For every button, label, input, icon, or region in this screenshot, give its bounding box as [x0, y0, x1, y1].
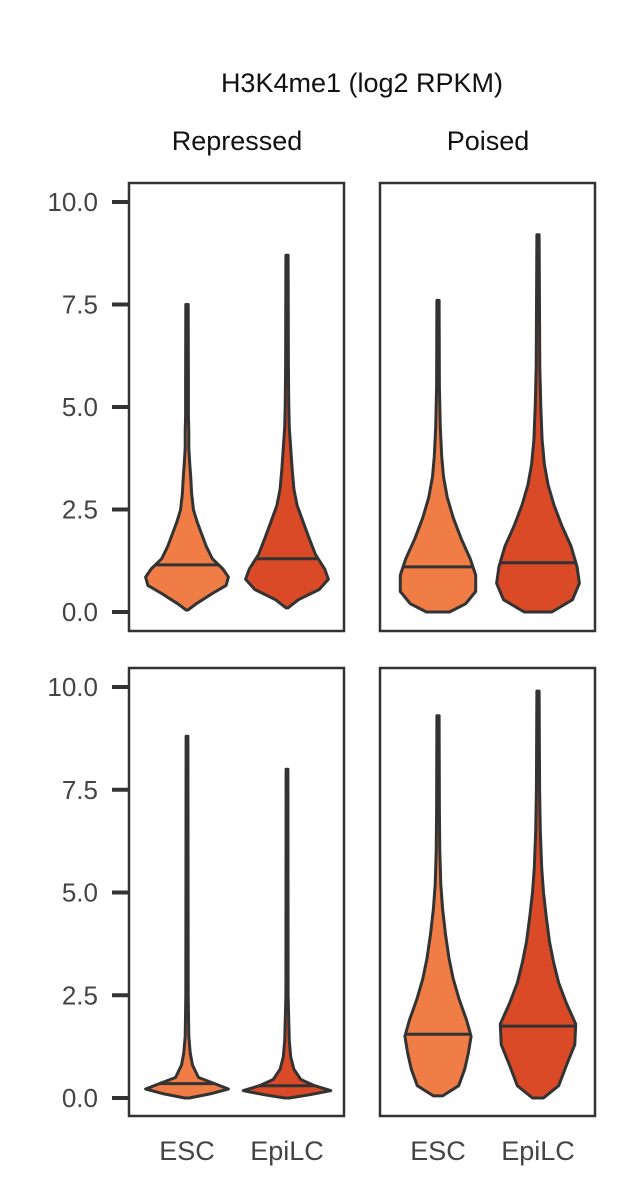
- y-tick-label: 0.0: [62, 597, 98, 627]
- violin-esc: [144, 303, 230, 612]
- y-tick-label: 2.5: [62, 980, 98, 1010]
- y-tick-label: 7.5: [62, 775, 98, 805]
- violin-epilc: [241, 767, 333, 1100]
- y-axis-row0: 0.0 2.5 5.0 7.5 10.0: [47, 187, 129, 627]
- x-axis: ESC EpiLC ESC EpiLC: [159, 1136, 575, 1166]
- chart-title: H3K4me1 (log2 RPKM): [221, 68, 503, 98]
- violin-esc: [144, 734, 230, 1100]
- panel-poised-row0: [378, 181, 597, 633]
- violin-epilc: [495, 233, 581, 614]
- y-tick-label: 0.0: [62, 1083, 98, 1113]
- violin-esc: [398, 298, 478, 614]
- x-tick-label-esc: ESC: [410, 1136, 466, 1166]
- panels: [127, 181, 597, 1118]
- violin-epilc: [244, 253, 330, 610]
- panel-poised-row1: [378, 666, 597, 1118]
- panel-repressed-row1: [127, 666, 346, 1118]
- y-axis-row1: 0.0 2.5 5.0 7.5 10.0: [47, 672, 129, 1113]
- column-label-repressed: Repressed: [172, 126, 303, 156]
- x-tick-label-epilc: EpiLC: [250, 1136, 324, 1166]
- y-tick-label: 5.0: [62, 878, 98, 908]
- column-label-poised: Poised: [447, 126, 530, 156]
- panel-frame: [378, 666, 597, 1118]
- y-tick-label: 10.0: [47, 672, 98, 702]
- panel-repressed-row0: [127, 181, 346, 633]
- violin-epilc: [498, 689, 578, 1100]
- y-tick-label: 5.0: [62, 392, 98, 422]
- violin-esc: [403, 714, 473, 1098]
- y-axes: 0.0 2.5 5.0 7.5 10.0 0.0 2.5 5.0 7.5 10.0: [47, 187, 129, 1113]
- y-tick-label: 2.5: [62, 495, 98, 525]
- y-tick-label: 7.5: [62, 290, 98, 320]
- x-tick-label-esc: ESC: [159, 1136, 215, 1166]
- panel-frame: [378, 181, 597, 633]
- y-tick-label: 10.0: [47, 187, 98, 217]
- x-tick-label-epilc: EpiLC: [501, 1136, 575, 1166]
- panel-frame: [127, 666, 346, 1118]
